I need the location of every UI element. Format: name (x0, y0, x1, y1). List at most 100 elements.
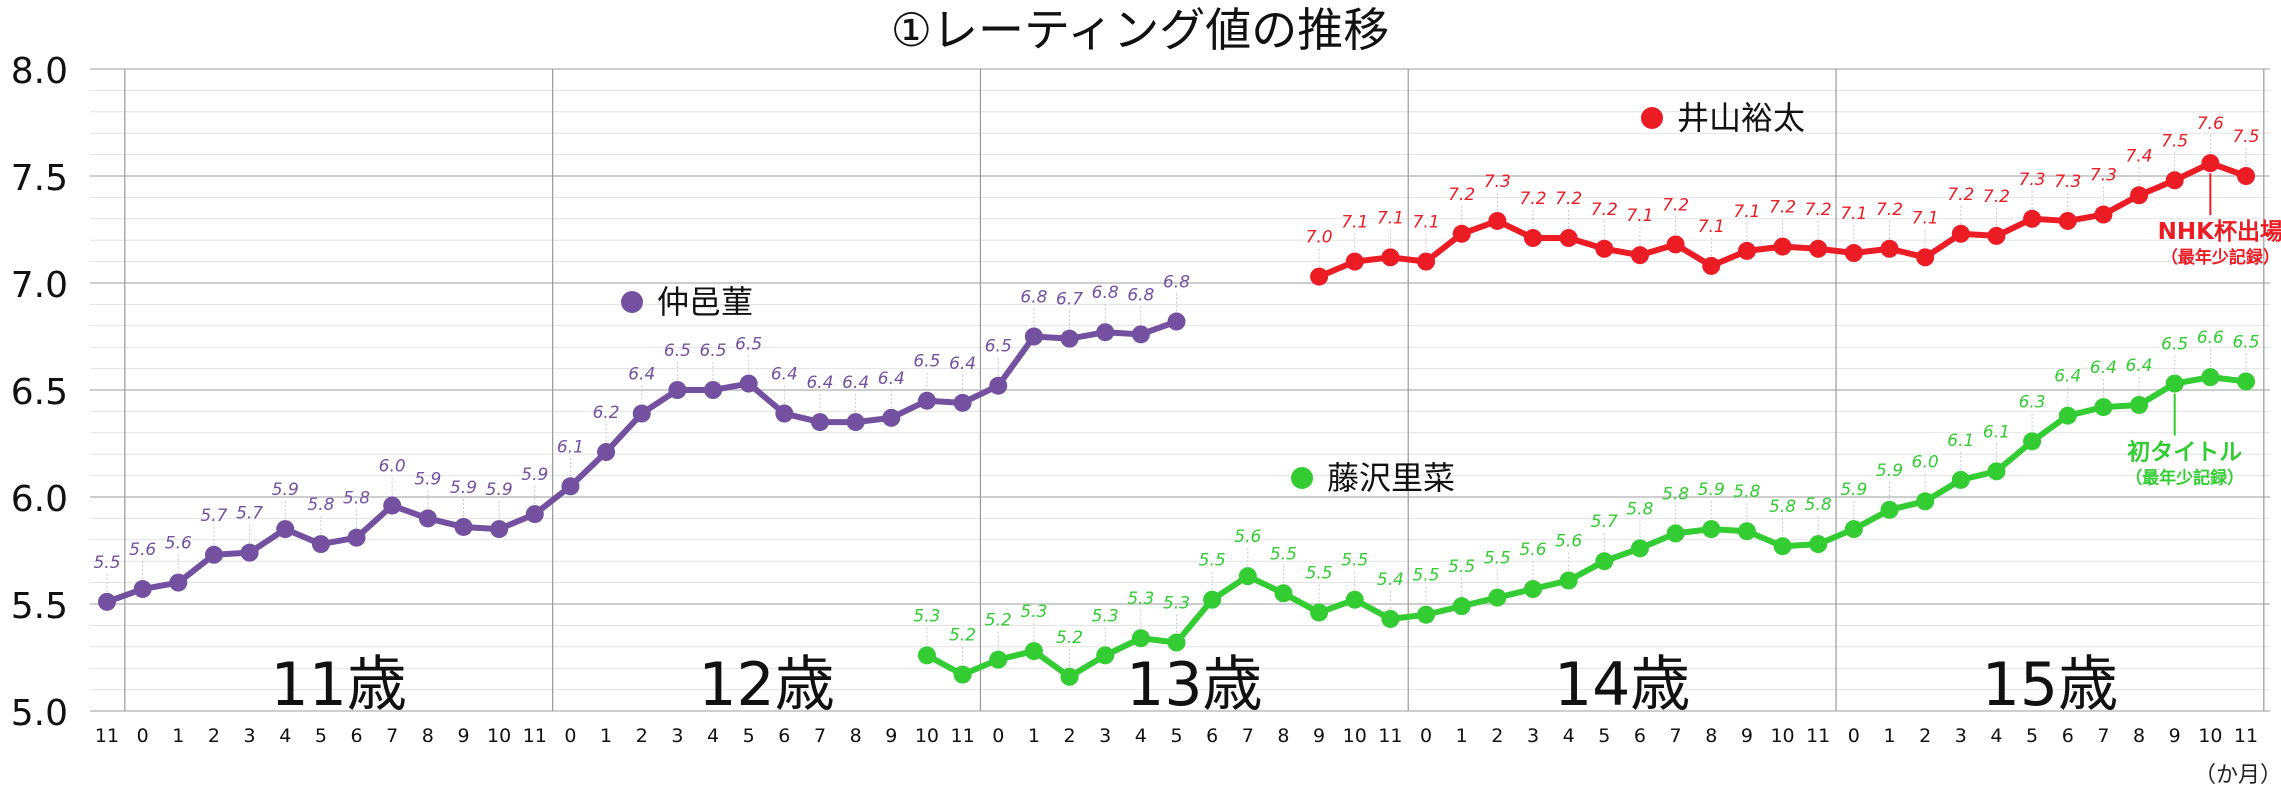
data-point (1096, 646, 1115, 665)
data-label: 6.5 (664, 341, 691, 361)
data-point (525, 505, 544, 524)
data-label: 6.4 (628, 365, 655, 385)
x-tick-label: 8 (2133, 725, 2145, 747)
grid-layer (90, 68, 2270, 712)
data-label: 5.9 (1840, 480, 1867, 500)
data-point (1702, 256, 1721, 275)
data-point (668, 381, 687, 399)
data-point (1773, 237, 1792, 256)
data-point (989, 650, 1008, 669)
data-label: 5.9 (521, 465, 548, 485)
data-point (1310, 603, 1329, 622)
data-label: 5.6 (1519, 540, 1546, 560)
data-label: 6.7 (1056, 290, 1083, 310)
data-point (1809, 535, 1828, 554)
data-label: 6.6 (2197, 328, 2224, 348)
data-point (2094, 398, 2113, 417)
series-layer: 5.5 5.6 5.6 5.7 5.7 5.9 5.8 5.8 6.0 5.9 5.9 5.9 5.9 6… (93, 114, 2260, 686)
y-tick-label: 8.0 (11, 51, 68, 92)
data-label: 7.1 (1733, 202, 1760, 222)
data-point (953, 393, 972, 412)
data-point (989, 376, 1008, 395)
data-label: 7.6 (2197, 114, 2224, 134)
data-point (1951, 470, 1970, 489)
data-label: 6.4 (771, 365, 798, 385)
data-point (1737, 522, 1756, 541)
data-label: 6.8 (1092, 283, 1119, 303)
data-label: 7.2 (1519, 189, 1546, 209)
data-point (917, 391, 936, 410)
data-label: 7.5 (2161, 131, 2188, 151)
data-point (1559, 571, 1578, 590)
annotations: NHK杯出場（最年少記録）初タイトル（最年少記録） (2125, 173, 2281, 489)
data-label: 5.9 (486, 480, 513, 500)
data-point (383, 496, 402, 515)
x-tick-label: 3 (1099, 725, 1111, 747)
x-tick-label: 11 (95, 725, 119, 747)
y-tick-label: 5.0 (11, 693, 68, 734)
x-tick-label: 9 (885, 725, 897, 747)
data-label: 6.1 (557, 437, 584, 457)
data-label: 5.5 (1413, 566, 1440, 586)
data-point (2237, 167, 2255, 185)
data-point (240, 543, 259, 562)
data-label: 7.3 (2054, 172, 2081, 192)
age-label: 12歳 (698, 650, 834, 720)
data-point (1524, 229, 1542, 248)
data-label: 7.1 (1377, 208, 1404, 228)
data-label: 7.2 (1591, 200, 1618, 220)
data-label: 7.3 (1484, 172, 1511, 192)
data-point (133, 580, 152, 599)
data-label: 5.4 (1377, 570, 1404, 590)
data-point (1844, 244, 1863, 263)
data-label: 5.5 (1270, 544, 1297, 564)
data-label: 6.0 (1912, 452, 1939, 472)
data-label: 6.5 (913, 352, 940, 372)
x-tick-label: 7 (2097, 725, 2109, 747)
x-tick-label: 3 (671, 725, 683, 747)
data-label: 5.5 (1306, 564, 1333, 584)
legend-label: 藤沢里菜 (1327, 459, 1455, 497)
x-tick-label: 10 (2198, 725, 2222, 747)
x-tick-label: 11 (1806, 725, 1830, 747)
data-label: 7.2 (1555, 189, 1582, 209)
data-point (98, 592, 116, 611)
data-label: 7.2 (1448, 185, 1475, 205)
data-label: 5.9 (450, 478, 477, 498)
x-tick-label: 9 (2169, 725, 2181, 747)
data-point (1488, 211, 1507, 230)
x-tick-label: 2 (1491, 725, 1503, 747)
data-point (1452, 597, 1471, 616)
data-label: 6.4 (949, 354, 976, 374)
data-point (1060, 329, 1079, 348)
data-label: 6.5 (735, 335, 762, 355)
data-point (597, 443, 616, 462)
data-point (204, 545, 223, 564)
data-point (1666, 235, 1685, 254)
data-label: 5.2 (985, 611, 1012, 631)
legend-marker (621, 291, 643, 313)
x-tick-label: 6 (2062, 725, 2074, 747)
x-tick-label: 4 (1135, 725, 1147, 747)
x-tick-label: 5 (1170, 725, 1182, 747)
data-point (1916, 492, 1935, 511)
data-point (1524, 580, 1542, 599)
data-label: 7.2 (1876, 200, 1903, 220)
data-label: 6.4 (806, 373, 833, 393)
data-label: 5.9 (1876, 461, 1903, 481)
data-label: 5.5 (1448, 557, 1475, 577)
data-label: 7.1 (1840, 204, 1867, 224)
data-point (2023, 432, 2042, 451)
series: 5.3 5.2 5.2 5.3 5.2 5.3 5.3 5.3 5.5 5.6 5.5 5.5 5.5 5… (913, 328, 2260, 686)
x-tick-label: 10 (915, 725, 939, 747)
x-tick-label: 1 (172, 725, 184, 747)
legend-marker (1291, 467, 1313, 489)
data-label: 6.5 (2232, 332, 2259, 352)
data-point (2201, 154, 2220, 173)
x-tick-label: 2 (208, 725, 220, 747)
x-tick-label: 3 (244, 725, 256, 747)
data-label: 5.3 (913, 606, 940, 626)
x-tick-label: 2 (1919, 725, 1931, 747)
data-label: 5.2 (949, 626, 976, 646)
